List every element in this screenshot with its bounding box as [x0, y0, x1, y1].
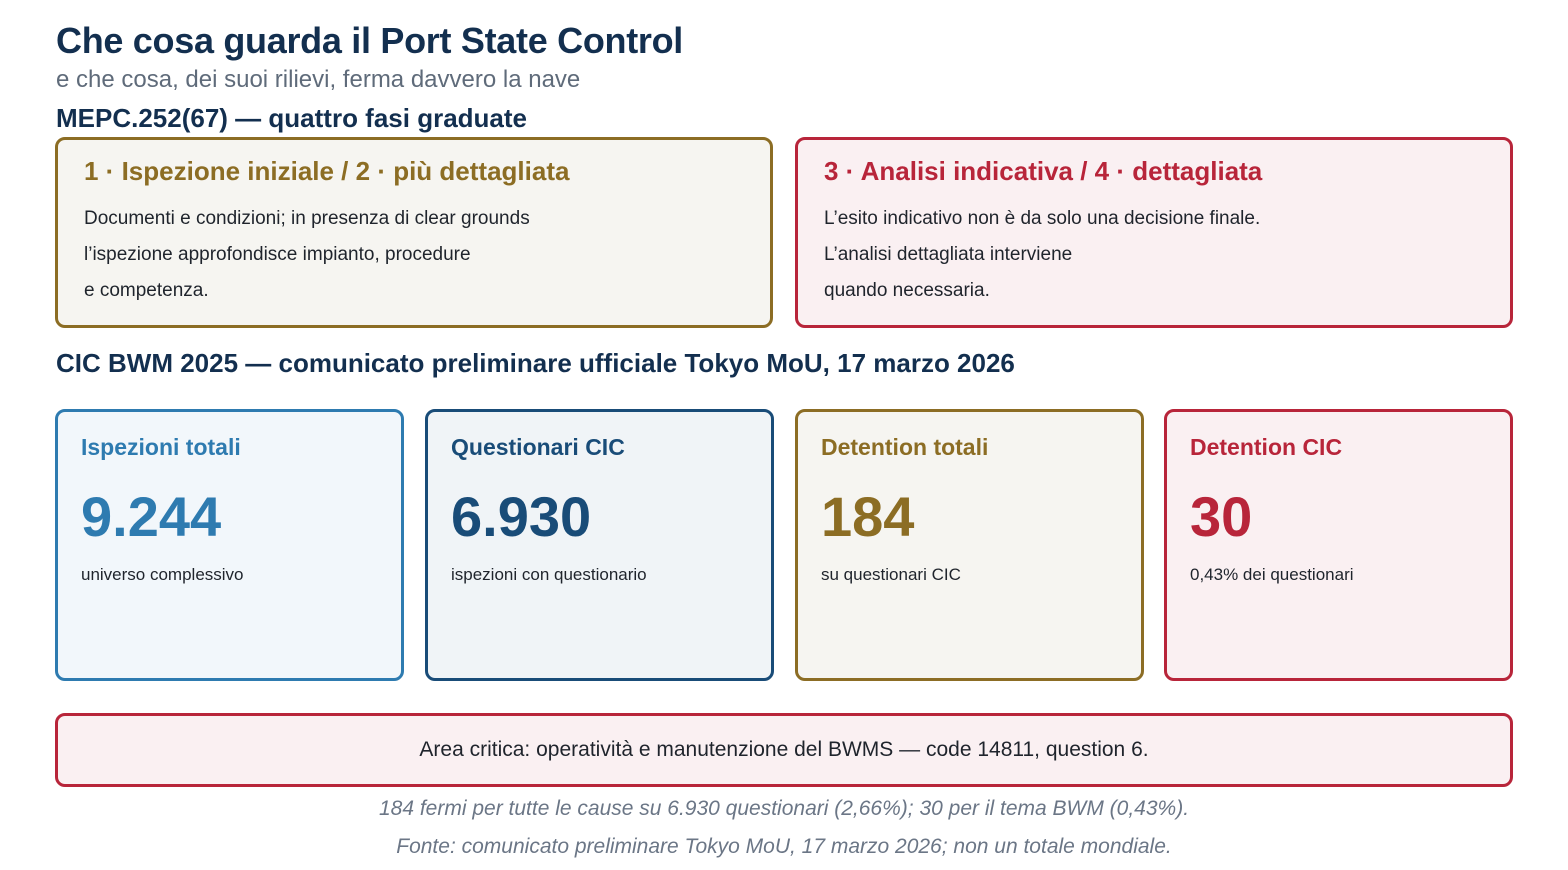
stat-card-total-inspections: Ispezioni totali 9.244 universo compless… — [55, 409, 404, 681]
stat-label: Detention CIC — [1190, 434, 1343, 460]
phases-section-title: MEPC.252(67) — quattro fasi graduate — [56, 103, 527, 133]
phase-card-text: L’analisi dettagliata interviene — [824, 244, 1073, 265]
stat-value: 30 — [1190, 485, 1253, 548]
critical-area-banner: Area critica: operatività e manutenzione… — [55, 713, 1513, 787]
page-subtitle: e che cosa, dei suoi rilievi, ferma davv… — [56, 66, 581, 93]
phase-card-text: e competenza. — [84, 280, 209, 301]
stat-label: Detention totali — [821, 434, 989, 460]
phase-card-inspection: 1 · Ispezione iniziale / 2 · più dettagl… — [55, 137, 773, 328]
page-title: Che cosa guarda il Port State Control — [56, 20, 684, 61]
stat-card-total-detentions: Detention totali 184 su questionari CIC — [795, 409, 1144, 681]
footnote-source: Fonte: comunicato preliminare Tokyo MoU,… — [396, 835, 1172, 858]
stat-label: Ispezioni totali — [81, 434, 241, 460]
stat-card-cic-questionnaires: Questionari CIC 6.930 ispezioni con ques… — [425, 409, 774, 681]
stat-value: 9.244 — [81, 485, 222, 548]
stat-note: universo complessivo — [81, 565, 244, 584]
stat-label: Questionari CIC — [451, 434, 625, 460]
phase-card-heading: 1 · Ispezione iniziale / 2 · più dettagl… — [84, 156, 570, 186]
phase-card-text: Documenti e condizioni; in presenza di c… — [84, 208, 530, 229]
footnote-summary: 184 fermi per tutte le cause su 6.930 qu… — [378, 797, 1190, 820]
stat-value: 184 — [821, 485, 915, 548]
phase-card-analysis: 3 · Analisi indicativa / 4 · dettagliata… — [795, 137, 1513, 328]
cic-section-title: CIC BWM 2025 — comunicato preliminare uf… — [56, 348, 1015, 378]
stat-note: su questionari CIC — [821, 565, 961, 584]
phase-card-heading: 3 · Analisi indicativa / 4 · dettagliata — [824, 156, 1263, 186]
phase-card-text: quando necessaria. — [824, 280, 990, 301]
stat-card-cic-detentions: Detention CIC 30 0,43% dei questionari — [1164, 409, 1513, 681]
stat-note: 0,43% dei questionari — [1190, 565, 1354, 584]
stat-value: 6.930 — [451, 485, 592, 548]
phase-card-text: l’ispezione approfondisce impianto, proc… — [84, 244, 471, 265]
phase-card-text: L’esito indicativo non è da solo una dec… — [824, 208, 1261, 229]
stat-note: ispezioni con questionario — [451, 565, 647, 584]
